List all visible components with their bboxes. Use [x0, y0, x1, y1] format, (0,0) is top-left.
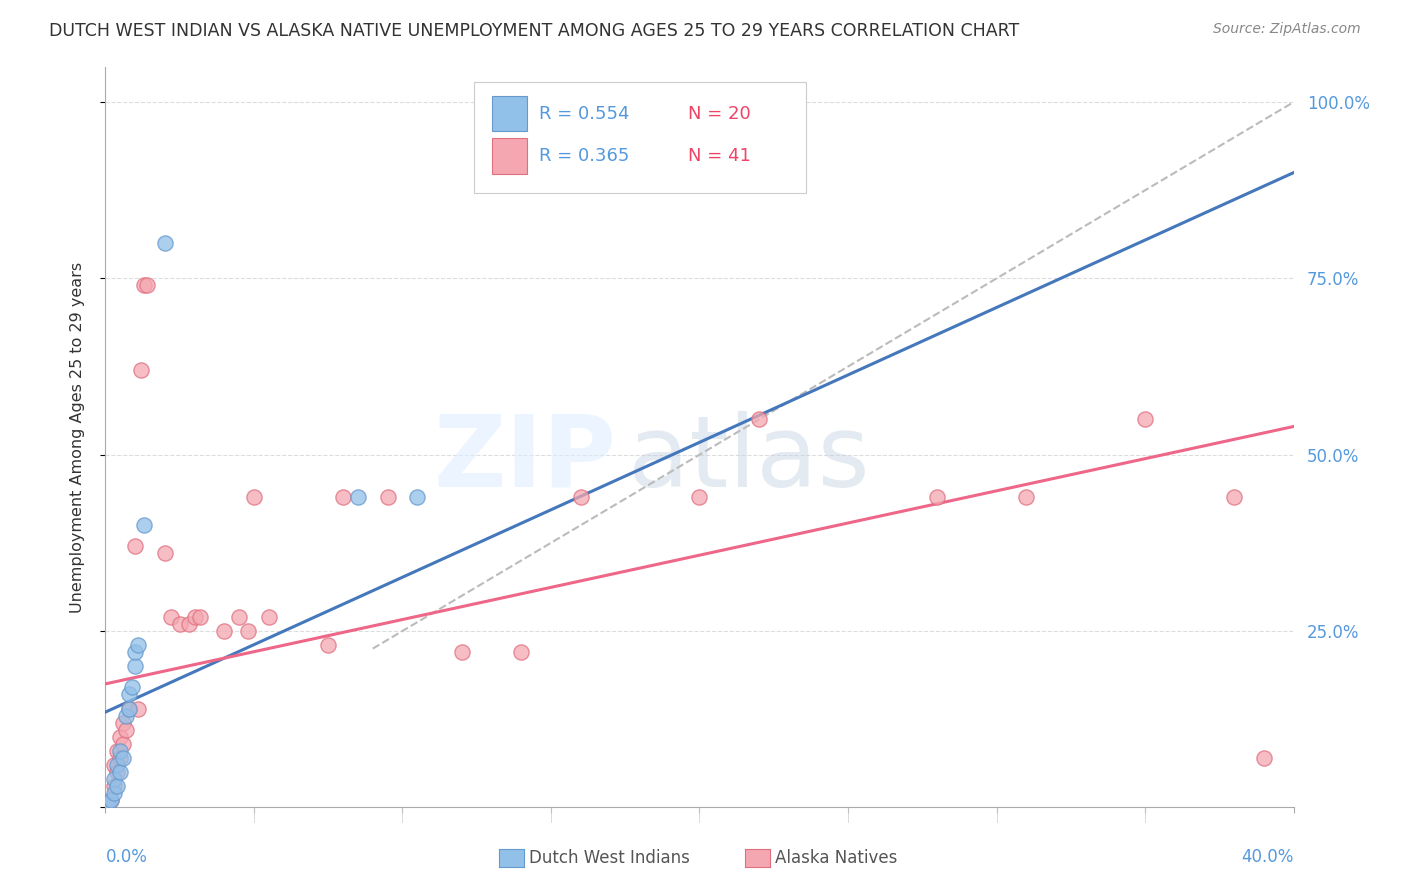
- Point: [100, 793, 122, 807]
- Text: ZIP: ZIP: [433, 411, 616, 508]
- Point: [927, 490, 949, 504]
- Point: [136, 278, 159, 293]
- Point: [110, 730, 132, 744]
- Point: [103, 779, 125, 793]
- Point: [100, 793, 122, 807]
- Point: [153, 236, 176, 251]
- Point: [332, 490, 354, 504]
- Point: [105, 779, 128, 793]
- Point: [118, 701, 141, 715]
- Point: [118, 688, 141, 702]
- Text: R = 0.554: R = 0.554: [538, 104, 630, 122]
- Point: [97, 797, 120, 811]
- Point: [689, 490, 711, 504]
- Point: [132, 278, 155, 293]
- Point: [450, 645, 472, 659]
- Point: [1015, 490, 1038, 504]
- Point: [105, 758, 128, 772]
- Point: [1223, 490, 1246, 504]
- Text: N = 20: N = 20: [688, 104, 751, 122]
- Text: Source: ZipAtlas.com: Source: ZipAtlas.com: [1213, 22, 1361, 37]
- Point: [748, 412, 770, 426]
- Text: 40.0%: 40.0%: [1241, 848, 1294, 866]
- Y-axis label: Unemployment Among Ages 25 to 29 years: Unemployment Among Ages 25 to 29 years: [70, 261, 84, 613]
- Point: [377, 490, 399, 504]
- Point: [129, 363, 152, 377]
- Text: Alaska Natives: Alaska Natives: [775, 849, 897, 867]
- Point: [159, 610, 181, 624]
- Point: [115, 723, 138, 737]
- Point: [97, 797, 120, 811]
- Point: [124, 645, 146, 659]
- Text: R = 0.365: R = 0.365: [538, 147, 630, 165]
- Text: Dutch West Indians: Dutch West Indians: [529, 849, 689, 867]
- FancyBboxPatch shape: [492, 95, 527, 131]
- Point: [110, 751, 132, 765]
- Point: [103, 758, 125, 772]
- Text: atlas: atlas: [628, 411, 870, 508]
- Point: [1133, 412, 1156, 426]
- Point: [228, 610, 250, 624]
- Point: [183, 610, 205, 624]
- Text: N = 41: N = 41: [688, 147, 751, 165]
- Point: [112, 715, 135, 730]
- Point: [115, 708, 138, 723]
- Point: [110, 744, 132, 758]
- Text: DUTCH WEST INDIAN VS ALASKA NATIVE UNEMPLOYMENT AMONG AGES 25 TO 29 YEARS CORREL: DUTCH WEST INDIAN VS ALASKA NATIVE UNEMP…: [49, 22, 1019, 40]
- Point: [124, 540, 146, 554]
- FancyBboxPatch shape: [474, 82, 807, 193]
- Point: [406, 490, 429, 504]
- Point: [118, 701, 141, 715]
- Point: [110, 764, 132, 779]
- Point: [316, 638, 339, 652]
- Point: [236, 624, 259, 638]
- Text: 0.0%: 0.0%: [105, 848, 148, 866]
- Point: [112, 737, 135, 751]
- Point: [103, 786, 125, 800]
- Point: [243, 490, 266, 504]
- Point: [153, 546, 176, 560]
- Point: [214, 624, 236, 638]
- Point: [510, 645, 533, 659]
- Point: [169, 616, 191, 631]
- Point: [177, 616, 200, 631]
- Point: [569, 490, 592, 504]
- Point: [103, 772, 125, 786]
- FancyBboxPatch shape: [492, 138, 527, 174]
- Point: [127, 638, 149, 652]
- Point: [190, 610, 212, 624]
- Point: [132, 518, 155, 533]
- Point: [124, 659, 146, 673]
- Point: [347, 490, 370, 504]
- Point: [105, 764, 128, 779]
- Point: [257, 610, 280, 624]
- Point: [121, 681, 143, 695]
- Point: [127, 701, 149, 715]
- Point: [105, 744, 128, 758]
- Point: [1253, 751, 1275, 765]
- Point: [112, 751, 135, 765]
